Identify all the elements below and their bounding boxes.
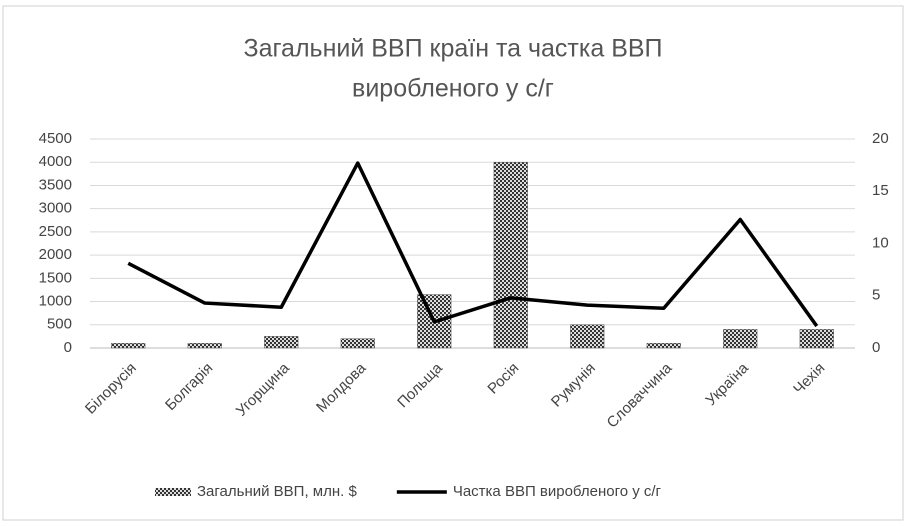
bar <box>340 338 375 349</box>
x-tick-label: Молдова <box>313 359 370 416</box>
bar <box>264 336 299 349</box>
x-tick-label: Румунія <box>548 360 599 411</box>
y-tick-label: 1500 <box>39 269 72 286</box>
chart-title: Загальний ВВП країн та частка ВВП <box>243 35 662 63</box>
x-tick-label: Білорусія <box>82 360 140 418</box>
y-tick-label: 2500 <box>39 223 72 240</box>
bar <box>111 343 146 349</box>
bar <box>493 161 528 349</box>
y2-tick-label: 0 <box>872 339 880 356</box>
x-tick-label: Угорщина <box>233 359 294 420</box>
y-tick-label: 1000 <box>39 293 72 310</box>
bar <box>799 329 834 349</box>
bar <box>187 343 222 349</box>
y2-tick-label: 10 <box>872 234 889 251</box>
y-tick-label: 3500 <box>39 176 72 193</box>
legend-label: Частка ВВП виробленого у с/г <box>453 483 662 500</box>
x-tick-label: Словаччина <box>604 359 676 431</box>
x-tick-label: Україна <box>702 359 752 409</box>
chart-title: виробленого у с/г <box>352 75 554 103</box>
bar <box>646 343 681 349</box>
x-tick-label: Росія <box>484 360 522 398</box>
x-tick-label: Болгарія <box>162 360 216 414</box>
line <box>127 161 819 328</box>
y-tick-label: 4500 <box>39 130 72 147</box>
legend-label: Загальний ВВП, млн. $ <box>197 483 357 500</box>
bar <box>570 324 605 349</box>
x-tick-label: Польща <box>394 359 446 411</box>
y-tick-label: 2000 <box>39 246 72 263</box>
y-tick-label: 500 <box>47 316 72 333</box>
legend-swatch <box>155 488 191 496</box>
x-tick-label: Чехія <box>790 360 828 398</box>
y-tick-label: 4000 <box>39 153 72 170</box>
bar <box>723 329 758 349</box>
y2-tick-label: 15 <box>872 182 889 199</box>
y-tick-label: 3000 <box>39 200 72 217</box>
chart-border <box>2 5 904 521</box>
y2-tick-label: 20 <box>872 130 889 147</box>
y2-tick-label: 5 <box>872 287 880 304</box>
y-tick-label: 0 <box>64 339 72 356</box>
